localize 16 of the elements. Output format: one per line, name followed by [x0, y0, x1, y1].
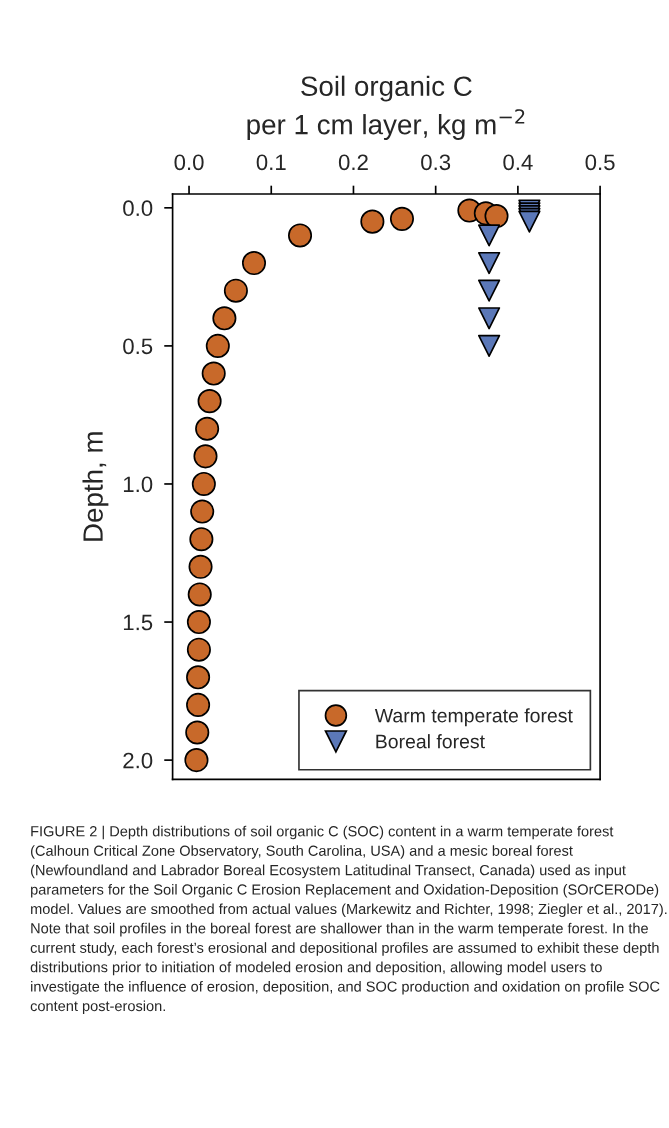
x-tick-label: 0.0	[174, 154, 204, 171]
y-axis-title: Depth, m	[82, 432, 109, 541]
y-tick-label: 0.5	[123, 338, 153, 355]
x-tick-label: 0.2	[338, 154, 368, 171]
y-tick-label: 0.0	[123, 200, 153, 217]
y-tick-label: 2.0	[123, 752, 153, 769]
text: FIGURE 2 | Depth distributions of soil organic C (SOC) content in a warm temperate forest (Calhoun Critical Zone Observatory, South Carolina, USA) and a mesic boreal forest (Newfoundland and Labrador Boreal Ecosystem Latitudinal Transect, Canada) used as input parameters for the Soil Organic C Erosion Replacement and Oxidation-Deposition (SOrCERODe) model. Values are smoothed from actual values (Markewitz and Richter, 1998; Ziegler et al., 2017). Note that soil profiles in the boreal forest are shallower than in the warm temperate forest. In the current study, each forest’s erosional and depositional profiles are assumed to exhibit these depth distributions prior to initiation of modeled erosion and deposition, allowing model users to investigate the influence of erosion, deposition, and SOC production and oxidation on profile SOC content post-erosion.	[30, 825, 667, 1015]
legend-label: Boreal forest	[376, 734, 485, 749]
legend-label: Warm temperate forest	[374, 708, 573, 727]
x-tick-label: 0.4	[503, 154, 533, 171]
y-tick-label: 1.5	[123, 614, 153, 631]
x-tick-label: 0.3	[421, 154, 451, 171]
x-axis-title: Soil organic C per 1 cm layer, kg m$^{−2}$	[247, 75, 525, 140]
x-tick-label: 0.5	[585, 154, 615, 171]
y-tick-label: 1.0	[123, 476, 153, 493]
x-tick-label: 0.1	[256, 154, 286, 171]
